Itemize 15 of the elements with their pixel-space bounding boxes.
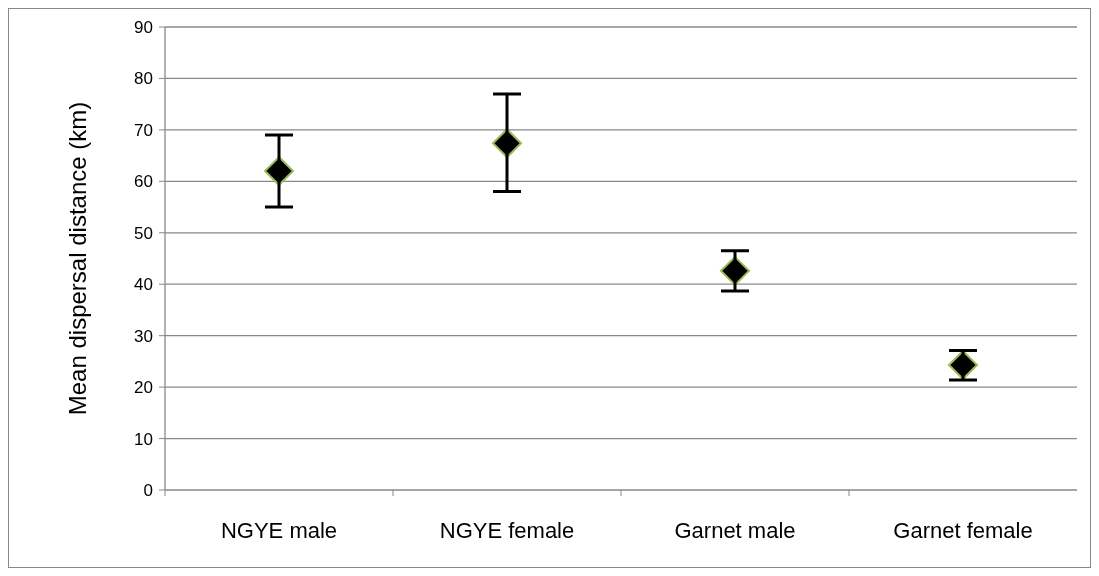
x-tick-label: NGYE female [439, 518, 575, 543]
y-tick-label: 40 [134, 275, 153, 295]
y-axis-title: Mean dispersal distance (km) [64, 101, 91, 416]
y-tick-label: 80 [134, 69, 153, 89]
y-tick-label: 30 [134, 326, 153, 346]
y-tick-label: 60 [134, 172, 153, 192]
y-tick-label: 90 [134, 17, 153, 37]
y-tick-label: 0 [143, 480, 153, 500]
x-tick-label: Garnet female [893, 518, 1033, 543]
x-tick-label: Garnet male [674, 518, 796, 543]
y-tick-label: 50 [134, 223, 153, 243]
y-tick-label: 10 [134, 429, 153, 449]
x-tick-label: NGYE male [220, 518, 338, 543]
y-tick-label: 70 [134, 120, 153, 140]
y-tick-label: 20 [134, 378, 153, 398]
